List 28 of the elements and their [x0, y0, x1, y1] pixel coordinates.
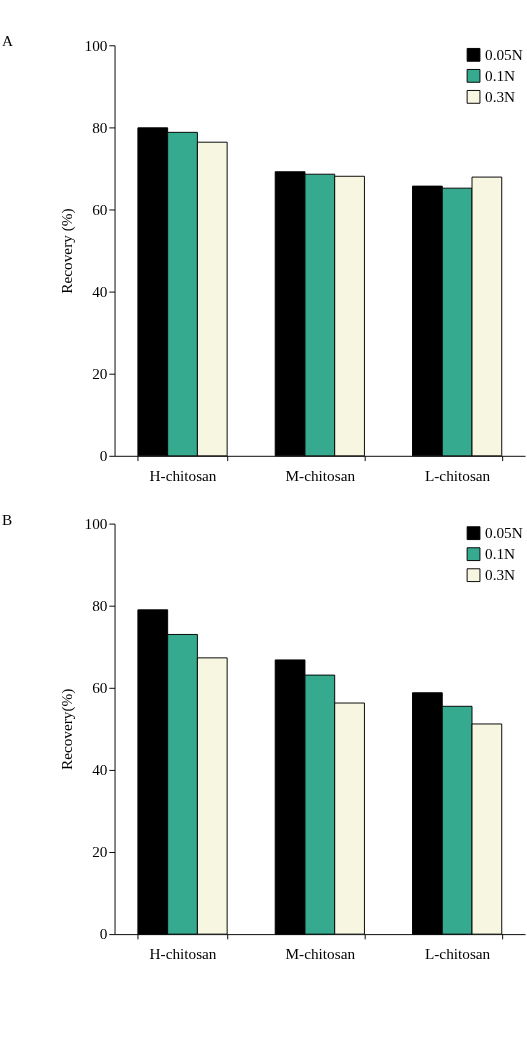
y-axis-title: Recovery(%) [58, 688, 77, 771]
x-tick-label: M-chitosan [285, 467, 356, 485]
x-tick-label: H-chitosan [149, 945, 217, 963]
legend-label: 0.05N [484, 45, 523, 63]
y-tick-label: 0 [99, 925, 108, 943]
x-tick-label: H-chitosan [149, 467, 217, 485]
y-tick-label: 0 [99, 447, 108, 465]
legend-label: 0.1N [484, 66, 516, 84]
y-tick-label: 20 [92, 843, 108, 861]
legend-label: 0.3N [484, 565, 516, 583]
legend-label: 0.1N [484, 544, 516, 562]
y-tick-label: 40 [92, 761, 108, 779]
y-tick-label: 80 [92, 118, 108, 136]
legend-label: 0.3N [484, 87, 516, 105]
chart-title: B [1, 510, 13, 528]
legend-label: 0.05N [484, 523, 523, 541]
y-tick-label: 60 [92, 679, 108, 697]
x-tick-label: L-chitosan [424, 945, 491, 963]
y-tick-label: 20 [92, 364, 108, 382]
x-tick-label: L-chitosan [424, 467, 491, 485]
y-axis-title: Recovery (%) [58, 208, 77, 294]
y-tick-label: 60 [92, 200, 108, 218]
chart-title: A [1, 32, 13, 50]
y-tick-label: 40 [92, 282, 108, 300]
x-tick-label: M-chitosan [285, 945, 356, 963]
y-tick-label: 100 [84, 514, 108, 532]
y-tick-label: 100 [84, 36, 108, 54]
y-tick-label: 80 [92, 596, 108, 614]
